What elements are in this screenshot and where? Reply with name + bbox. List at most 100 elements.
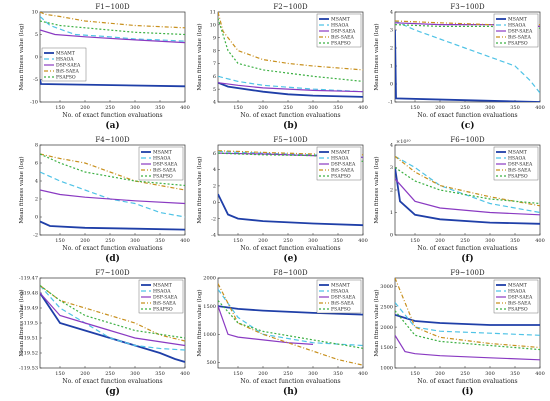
legend-entry: MSAMT [153, 150, 173, 156]
y-tick-label: 1500 [203, 304, 216, 310]
legend-entry: HSAOA [331, 289, 349, 295]
legend-entry: DSP-SAEA [56, 63, 81, 69]
x-tick-label: 350 [333, 238, 343, 244]
y-tick-label: 3 [390, 165, 393, 171]
x-tick-label: 150 [410, 371, 420, 377]
y-tick-label: -119.51 [19, 336, 38, 342]
x-tick-label: 350 [333, 371, 343, 377]
series-line-bis-saea [218, 12, 363, 71]
x-tick-label: 400 [535, 238, 545, 244]
legend-entry: HSAOA [56, 57, 74, 63]
y-tick-label: -2 [211, 216, 216, 222]
x-tick-label: 300 [308, 238, 318, 244]
y-tick-label: 2 [390, 188, 393, 194]
legend-entry: HSAOA [508, 23, 526, 29]
y-axis-label: Mean fitness value (log) [18, 23, 25, 90]
legend-entry: DSP-SAEA [508, 29, 533, 35]
series-line-fsapso [40, 153, 185, 187]
series-group [395, 155, 540, 225]
series-line-hsaoa [395, 302, 540, 336]
x-tick-label: 150 [410, 105, 420, 111]
y-tick-label: -119.49 [19, 306, 38, 312]
series-line-msamt [395, 167, 540, 225]
y-tick-label: 0 [390, 233, 393, 239]
y-axis-label: Mean fitness value (log) [18, 289, 25, 356]
series-group [40, 153, 185, 231]
series-line-bis-saea [40, 12, 185, 29]
y-tick-label: 2000 [380, 325, 393, 331]
series-line-msamt [40, 292, 185, 363]
panel-label: (d) [105, 253, 120, 264]
x-axis-label: No. of exact function evaluations [417, 378, 517, 385]
legend-entry: FSAPSO [508, 174, 528, 180]
chart-title: F4~100D [95, 136, 130, 144]
y-tick-label: 3 [390, 28, 393, 34]
legend-entry: HSAOA [508, 289, 526, 295]
legend-entry: FSAPSO [508, 307, 528, 313]
y-tick-label: 0 [213, 200, 216, 206]
x-tick-label: 250 [283, 238, 293, 244]
series-group [218, 283, 363, 366]
x-tick-label: 400 [535, 371, 545, 377]
legend-entry: DSP-SAEA [153, 162, 178, 168]
y-tick-label: -119.5 [22, 321, 38, 327]
x-tick-label: 300 [485, 105, 495, 111]
x-tick-label: 200 [258, 238, 268, 244]
series-line-hsaoa [218, 288, 363, 347]
y-tick-label: -4 [211, 233, 216, 239]
y-multiplier: ×10¹⁰ [396, 139, 411, 145]
y-tick-label: 6 [213, 74, 216, 80]
x-tick-label: 400 [180, 105, 190, 111]
series-line-dsp-saea [40, 292, 185, 347]
legend-entry: FSAPSO [56, 75, 76, 81]
x-tick-label: 200 [435, 371, 445, 377]
series-line-fsapso [395, 310, 540, 351]
x-axis-label: No. of exact function evaluations [240, 378, 340, 385]
series-line-dsp-saea [40, 29, 185, 44]
legend-entry: BiS-SAEA [331, 35, 355, 41]
x-tick-label: 150 [55, 238, 65, 244]
legend-entry: MSAMT [508, 17, 528, 23]
x-tick-label: 250 [105, 371, 115, 377]
series-line-msamt [395, 313, 540, 326]
panel-label: (c) [461, 120, 475, 131]
legend-entry: DSP-SAEA [331, 29, 356, 35]
y-tick-label: 10 [210, 23, 216, 29]
panel-label: (h) [283, 386, 298, 397]
legend-entry: BiS-SAEA [508, 301, 532, 307]
y-tick-label: 4 [35, 179, 38, 185]
y-tick-label: 7 [213, 61, 216, 67]
chart-panel-4: F4~100D 150 200 250 300 350 400 -2 0 2 4 6 8 No. of e… [18, 136, 190, 264]
series-line-hsaoa [218, 75, 363, 93]
chart-title: F8~100D [273, 269, 308, 277]
y-tick-label: -119.47 [19, 276, 38, 282]
x-tick-label: 400 [358, 105, 368, 111]
series-line-dsp-saea [395, 178, 540, 216]
x-tick-label: 200 [435, 238, 445, 244]
panel-label: (g) [105, 386, 120, 397]
y-tick-label: -119.53 [19, 366, 38, 372]
y-tick-label: 2 [213, 184, 216, 190]
panel-label: (b) [283, 120, 298, 131]
y-tick-label: 6 [35, 161, 38, 167]
series-line-fsapso [395, 167, 540, 205]
series-line-msamt [218, 81, 363, 98]
chart-title: F5~100D [273, 136, 308, 144]
x-axis-label: No. of exact function evaluations [240, 112, 340, 119]
series-line-hsaoa [40, 16, 185, 42]
y-tick-label: 4 [213, 100, 216, 106]
chart-title: F9~100D [450, 269, 485, 277]
legend-entry: MSAMT [56, 51, 76, 57]
y-tick-label: 5 [213, 87, 216, 93]
x-tick-label: 400 [358, 238, 368, 244]
legend-entry: FSAPSO [331, 174, 351, 180]
x-axis-label: No. of exact function evaluations [62, 245, 162, 252]
series-line-hsaoa [40, 285, 185, 351]
legend-entry: DSP-SAEA [508, 295, 533, 301]
